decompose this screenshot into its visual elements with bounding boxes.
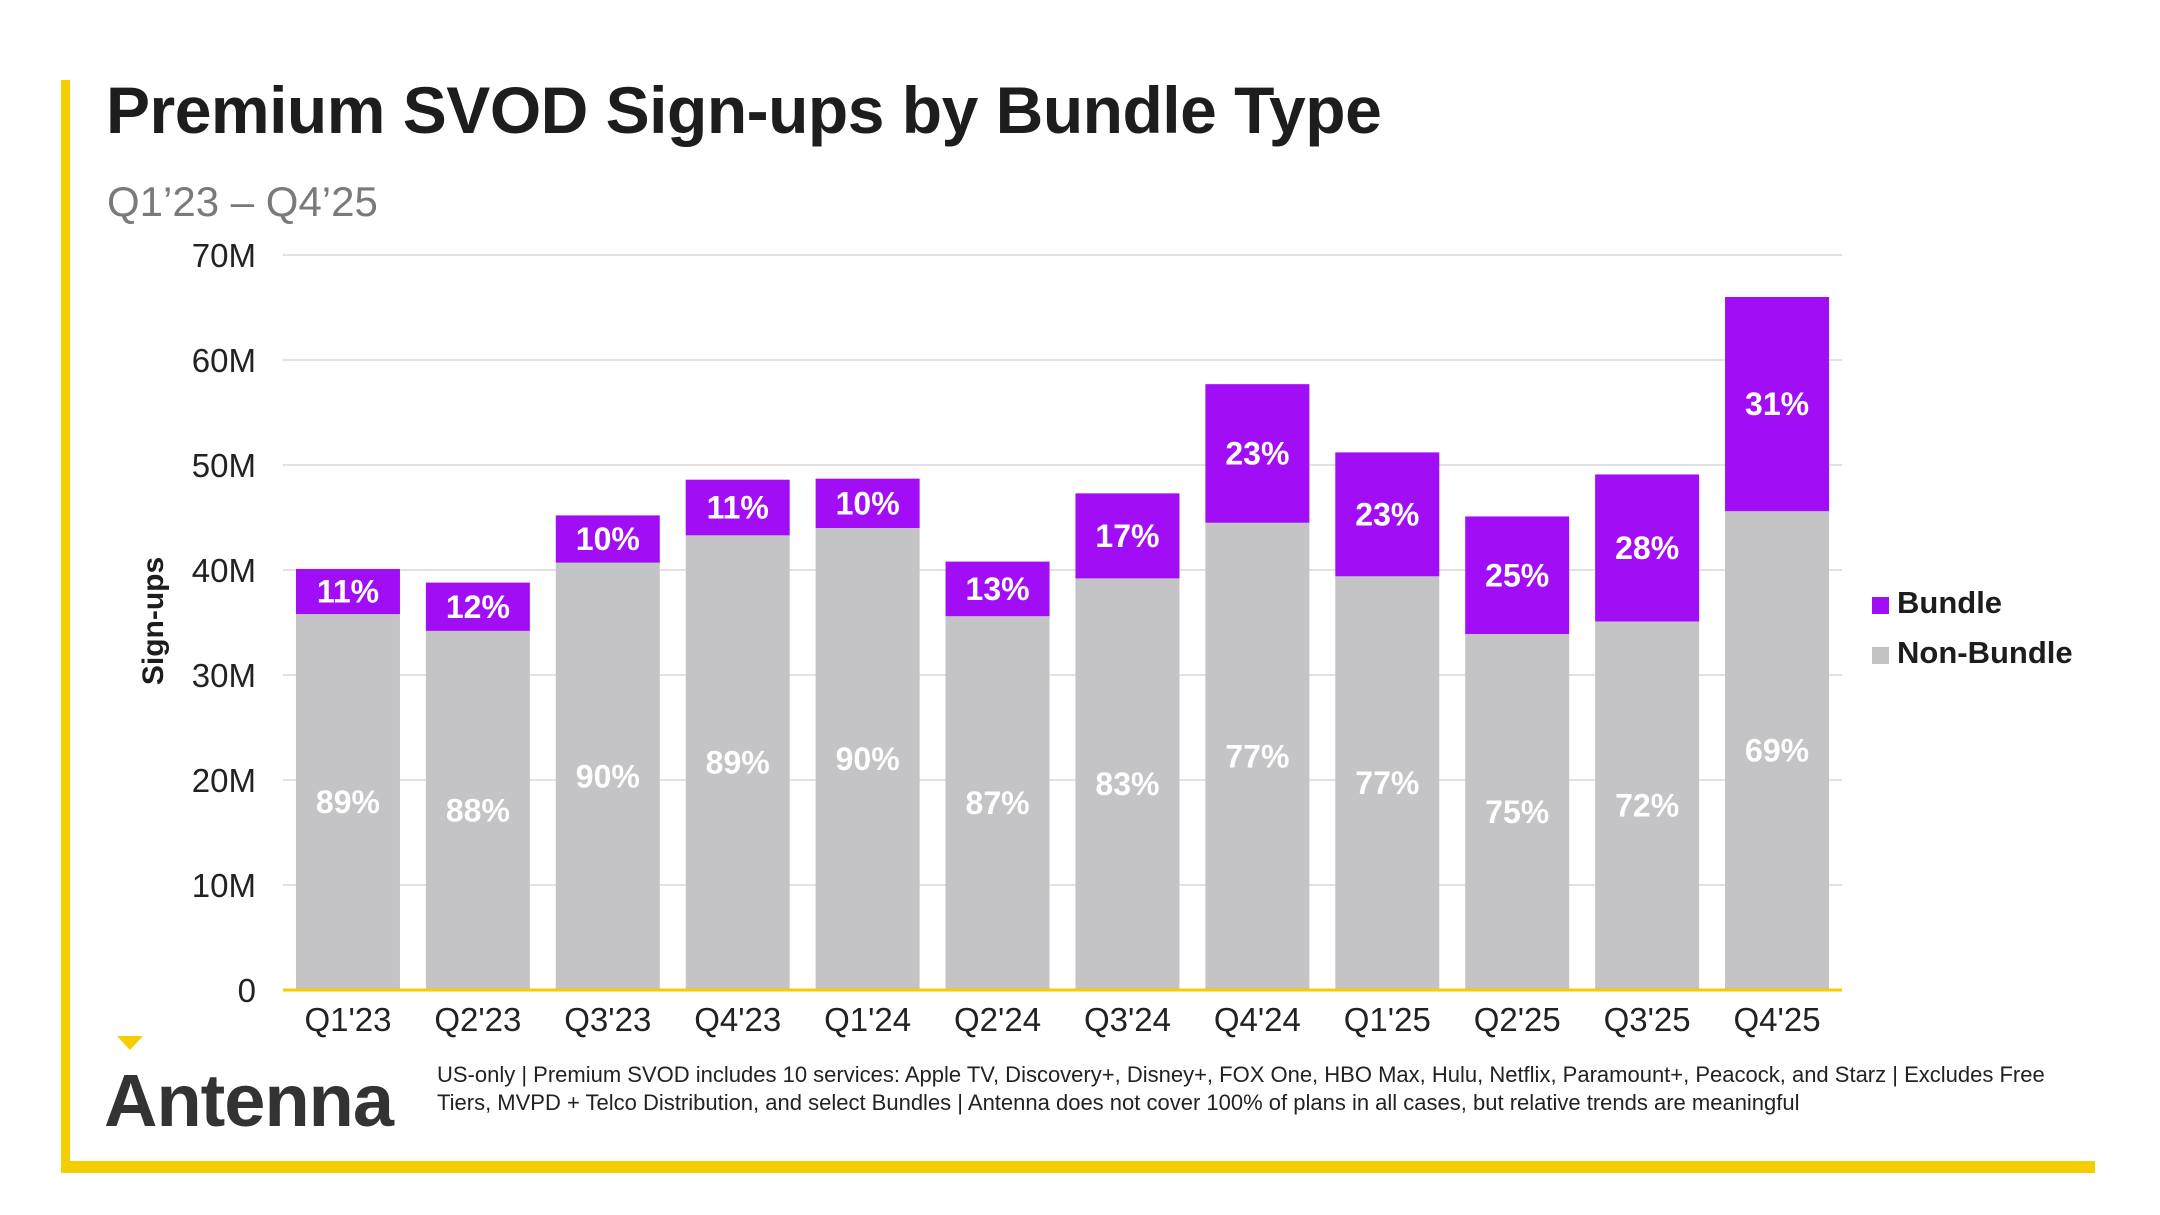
x-tick-label: Q4'23 [694,1001,781,1038]
x-tick-label: Q1'24 [824,1001,911,1038]
bar-bundle [295,568,400,615]
bar-label-bundle: 23% [1225,435,1289,471]
frame-left-accent [61,80,70,1170]
bar-label-non-bundle: 83% [1095,766,1159,802]
bar-label-non-bundle: 90% [836,741,900,777]
bar-bundle [1075,493,1180,579]
bar-label-bundle: 11% [317,574,379,610]
bar-label-non-bundle: 72% [1615,788,1679,824]
bar-bundle [1595,474,1700,622]
bar-non-bundle [295,614,400,990]
bar-non-bundle [1595,621,1700,990]
grid-lines [283,254,1842,886]
y-tick-label: 40M [192,552,256,589]
x-tick-label: Q2'25 [1474,1001,1561,1038]
frame-bottom-accent [61,1161,2095,1173]
antenna-logo: Antenna [104,1059,394,1142]
bar-bundle [1465,516,1570,635]
y-tick-label: 0 [238,972,256,1009]
bar-label-bundle: 25% [1485,557,1549,593]
y-tick-label: 70M [192,237,256,274]
bar-label-bundle: 10% [576,521,640,557]
y-axis-label: Sign-ups [137,557,170,685]
bar-non-bundle [945,616,1050,990]
y-tick-label: 50M [192,447,256,484]
page-title: Premium SVOD Sign-ups by Bundle Type [106,73,1382,147]
x-tick-label: Q3'25 [1604,1001,1691,1038]
bar-label-bundle: 11% [707,490,769,526]
bar-bundle [1205,384,1310,523]
bar-bundle [555,515,660,563]
legend: Bundle Non-Bundle [1872,585,2073,670]
legend-label: Bundle [1897,585,2002,620]
y-axis-ticks: 0 10M 20M 30M 40M 50M 60M 70M [192,237,256,1009]
bar-label-bundle: 10% [836,485,900,521]
bar-label-non-bundle: 87% [966,785,1030,821]
bar-non-bundle [1465,634,1570,990]
bar-bundle [685,479,790,536]
bars: 89% 11% 88% 12% 90% 10% 89% 11% 90% 10% 87% 13% 83% 1… [295,297,1830,990]
bar-bundle [425,582,530,631]
bar-non-bundle [1335,576,1440,990]
x-tick-label: Q1'23 [304,1001,391,1038]
legend-swatch [1872,647,1889,664]
bar-non-bundle [1075,578,1180,990]
legend-label: Non-Bundle [1897,635,2073,670]
x-tick-label: Q2'24 [954,1001,1041,1038]
x-tick-label: Q3'23 [564,1001,651,1038]
y-tick-label: 60M [192,342,256,379]
bar-non-bundle [425,630,530,990]
bar-non-bundle [815,528,920,990]
bar-label-non-bundle: 90% [576,758,640,794]
y-tick-label: 30M [192,657,256,694]
x-tick-label: Q4'25 [1734,1001,1821,1038]
logo-mark-icon [117,1036,143,1050]
bar-label-non-bundle: 88% [446,792,510,828]
x-tick-label: Q1'25 [1344,1001,1431,1038]
bar-label-bundle: 23% [1355,496,1419,532]
footnote: US-only | Premium SVOD includes 10 servi… [437,1062,2045,1115]
bar-label-bundle: 13% [966,571,1030,607]
x-axis-labels: Q1'23 Q2'23 Q3'23 Q4'23 Q1'24 Q2'24 Q3'24 Q4'24… [304,1001,1820,1038]
bar-non-bundle [1205,522,1310,990]
bar-bundle [1725,297,1830,512]
bar-non-bundle [1725,511,1830,990]
bar-label-non-bundle: 75% [1485,794,1549,830]
bar-label-non-bundle: 89% [316,784,380,820]
legend-swatch [1872,597,1889,614]
y-tick-label: 10M [192,867,256,904]
y-tick-label: 20M [192,762,256,799]
bar-bundle [815,478,920,528]
bar-label-bundle: 17% [1095,518,1159,554]
bar-non-bundle [685,535,790,990]
bar-bundle [1335,452,1440,577]
bar-label-non-bundle: 89% [706,745,770,781]
bar-non-bundle [555,562,660,990]
bar-label-bundle: 31% [1745,386,1809,422]
bar-bundle [945,561,1050,617]
x-tick-label: Q2'23 [434,1001,521,1038]
bar-label-non-bundle: 77% [1225,738,1289,774]
bar-label-non-bundle: 77% [1355,765,1419,801]
bar-label-bundle: 28% [1615,530,1679,566]
x-tick-label: Q3'24 [1084,1001,1171,1038]
x-tick-label: Q4'24 [1214,1001,1301,1038]
bar-label-bundle: 12% [446,589,510,625]
page-subtitle: Q1’23 – Q4’25 [107,178,378,225]
bar-label-non-bundle: 69% [1745,733,1809,769]
